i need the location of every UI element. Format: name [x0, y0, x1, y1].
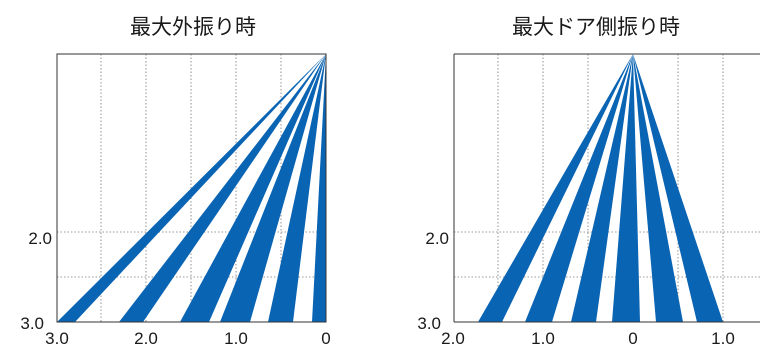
- right-x-tick: 2.0: [441, 329, 465, 348]
- left-diagram-title: 最大外振り時: [130, 15, 256, 39]
- left-plot-frame: [56, 53, 327, 323]
- left-y-tick: 2.0: [28, 229, 52, 248]
- left-x-tick: 1.0: [224, 329, 248, 348]
- right-beam: [525, 54, 633, 322]
- left-x-tick: 3.0: [45, 329, 69, 348]
- right-x-tick: 1.0: [711, 329, 735, 348]
- left-y-tick: 3.0: [20, 314, 44, 333]
- right-beam: [633, 54, 683, 322]
- right-beams: [478, 54, 723, 322]
- right-beam: [571, 54, 633, 322]
- right-y-tick: 3.0: [417, 314, 441, 333]
- right-y-tick: 2.0: [425, 229, 449, 248]
- right-x-tick: 0: [628, 329, 637, 348]
- left-beam: [268, 54, 326, 322]
- right-beam: [612, 54, 640, 322]
- left-x-tick: 0: [321, 329, 330, 348]
- left-x-tick: 2.0: [134, 329, 158, 348]
- left-beam: [119, 54, 326, 322]
- right-beam: [478, 54, 633, 322]
- left-diagram: 最大外振り時 2.0 3.0 3.0 2.0 1.0 0: [20, 15, 330, 348]
- left-beam: [312, 54, 326, 322]
- left-beams: [57, 54, 326, 322]
- left-beam: [180, 54, 326, 322]
- right-diagram: 最大ドア側振り時 2.0 3.0 2.0 1.0 0 1.0: [417, 15, 760, 348]
- right-beam: [633, 54, 723, 322]
- left-beam: [57, 54, 326, 322]
- right-diagram-title: 最大ドア側振り時: [512, 15, 680, 39]
- left-beam: [220, 54, 326, 322]
- right-x-tick: 1.0: [531, 329, 555, 348]
